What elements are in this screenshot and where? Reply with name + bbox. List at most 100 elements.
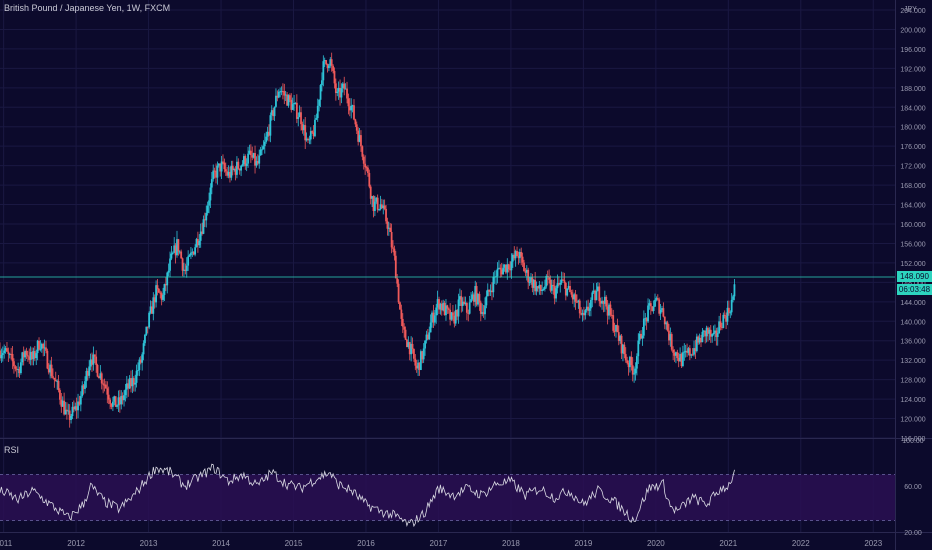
candle-body (470, 299, 472, 303)
candle-body (273, 106, 276, 117)
candle-body (638, 333, 641, 341)
time-tick-label: 2021 (719, 539, 737, 548)
candle-body (192, 251, 195, 255)
candle-body (584, 310, 587, 316)
candle-body (202, 219, 205, 234)
candle-body (596, 286, 599, 291)
candle-body (169, 258, 171, 271)
candle-body (446, 305, 449, 309)
candle-body (255, 161, 258, 166)
candle-body (21, 352, 24, 363)
candle-body (194, 247, 197, 255)
candle-body (668, 330, 670, 341)
candle-body (429, 322, 432, 333)
candle-body (284, 94, 287, 96)
candle-body (368, 172, 371, 187)
candle-body (353, 105, 355, 120)
rsi-indicator-label[interactable]: RSI (4, 445, 20, 455)
candle-body (491, 290, 493, 293)
candle-body (304, 125, 307, 141)
candle-body (424, 340, 426, 349)
candle-body (520, 252, 523, 257)
candle-body (70, 416, 72, 420)
candle-body (241, 164, 244, 166)
candle-body (594, 290, 596, 301)
candle-body (78, 401, 81, 405)
candle-body (548, 277, 550, 280)
candle-body (92, 354, 95, 365)
candle-body (719, 321, 722, 328)
candle-body (198, 240, 201, 246)
candle-body (557, 283, 560, 285)
candle-body (307, 138, 309, 141)
time-tick-label: 2017 (430, 539, 448, 548)
candle-body (656, 298, 659, 300)
candle-body (432, 312, 435, 323)
rsi-axis: 20.00 60.00 100.00 (902, 438, 924, 537)
candle-body (261, 149, 263, 151)
candle-body (553, 286, 556, 299)
price-tick-label: 128.000 (900, 378, 925, 385)
candle-body (294, 102, 297, 104)
candle-body (330, 59, 333, 66)
candle-body (528, 281, 531, 283)
candle-body (626, 360, 629, 363)
candle-body (300, 112, 302, 125)
candle-body (160, 293, 163, 300)
candle-body (79, 396, 82, 405)
candle-body (59, 390, 61, 400)
candle-body (595, 290, 598, 301)
candle-body (233, 169, 236, 171)
candle-body (254, 153, 256, 166)
candle-body (53, 377, 56, 380)
candle-body (479, 302, 482, 314)
candle-body (332, 65, 334, 71)
candle-body (459, 296, 461, 300)
candle-body (506, 264, 509, 273)
price-tick-label: 204.000 (900, 8, 925, 15)
candle-body (28, 356, 31, 360)
candle-body (590, 299, 592, 309)
rsi-tick-label: 20.00 (904, 530, 922, 537)
candle-body (652, 306, 655, 312)
candle-body (187, 256, 190, 266)
candle-body (376, 197, 379, 210)
candle-body (127, 383, 130, 389)
candle-body (601, 300, 603, 304)
candle-body (329, 59, 332, 66)
candle-body (35, 353, 38, 359)
candle-body (178, 251, 181, 253)
candle-body (311, 131, 314, 133)
candle-body (449, 309, 452, 320)
candle-body (134, 382, 137, 385)
candle-body (379, 204, 382, 210)
candle-body (686, 350, 688, 353)
candle-body (84, 381, 86, 389)
price-tick-label: 140.000 (900, 319, 925, 326)
candle-body (156, 285, 159, 289)
candle-body (107, 394, 110, 400)
candle-body (426, 334, 429, 340)
symbol-title[interactable]: British Pound / Japanese Yen, 1W, FXCM (4, 3, 171, 13)
candle-body (457, 299, 460, 317)
candle-body (166, 272, 169, 286)
candle-body (205, 212, 208, 221)
candle-body (500, 269, 503, 275)
candle-body (665, 322, 668, 325)
candle-body (681, 352, 684, 367)
price-axis[interactable]: 116.000 120.000 124.000 128.000 132.000 136.0… (900, 8, 925, 443)
candle-body (145, 326, 148, 335)
candle-body (709, 329, 712, 337)
candle-body (124, 389, 127, 396)
candle-body (478, 293, 481, 303)
candle-body (263, 141, 266, 147)
candle-body (677, 358, 680, 362)
candle-body (362, 156, 365, 164)
candle-body (266, 131, 269, 137)
time-axis[interactable]: 2011 2012 2013 2014 2015 2016 2017 2018 2019 2020… (0, 539, 883, 548)
candle-body (654, 299, 656, 307)
candle-body (116, 405, 118, 407)
candle-body (609, 304, 612, 315)
candle-body (555, 288, 557, 299)
